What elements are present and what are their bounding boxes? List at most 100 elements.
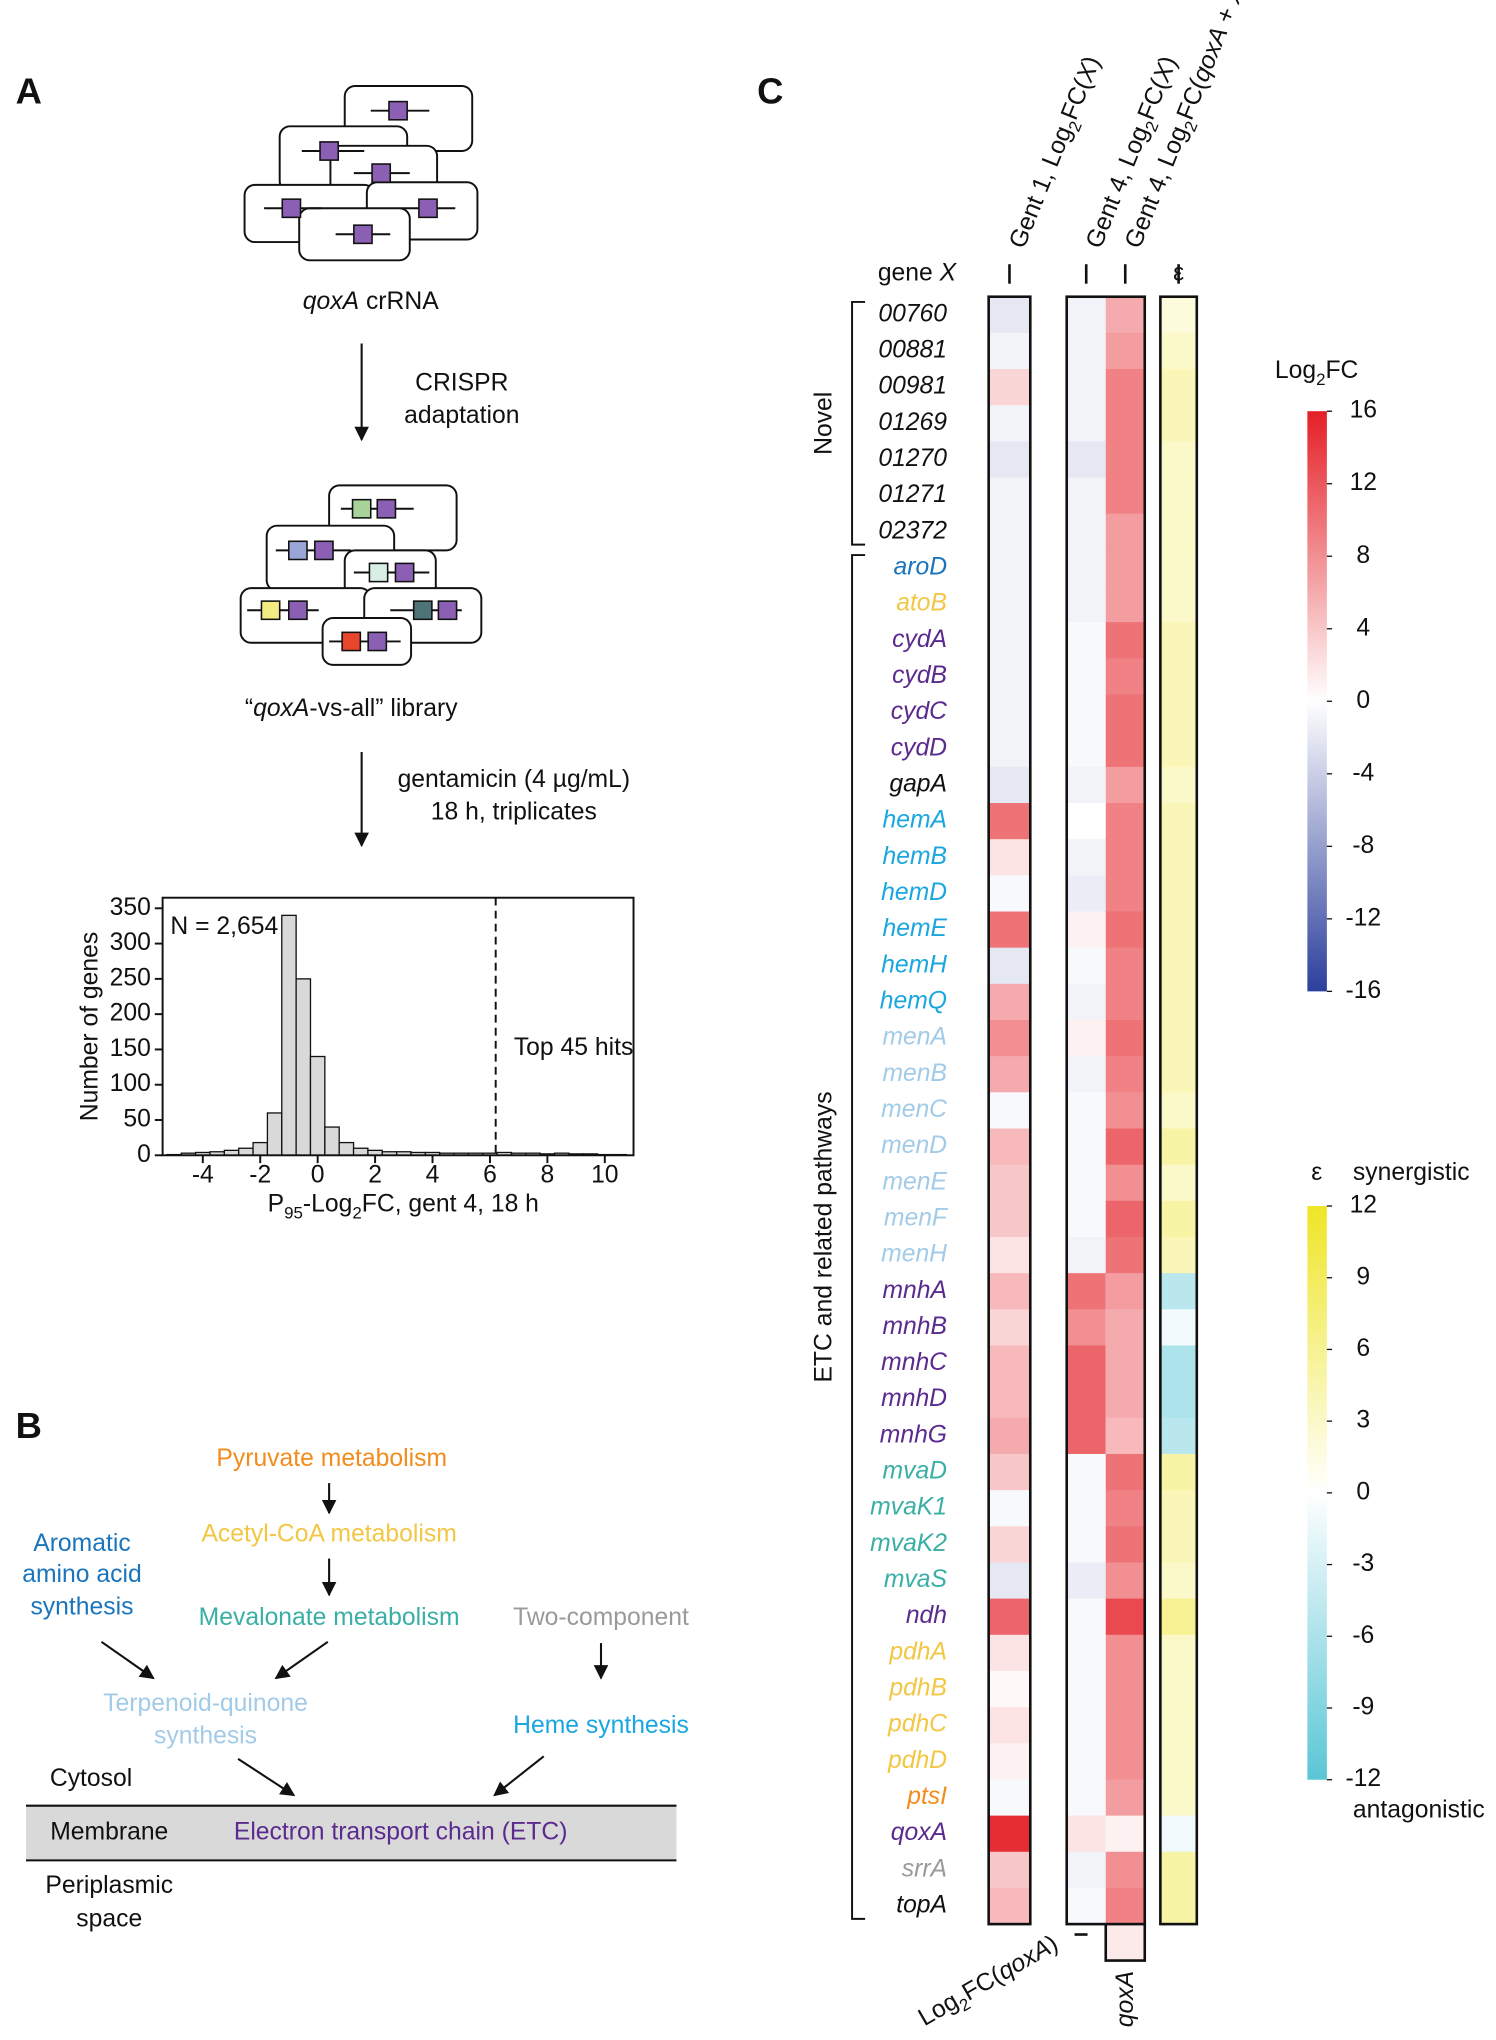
heat-cell xyxy=(1105,513,1145,551)
annotation: N = 2,654 xyxy=(170,913,278,940)
heat-cell xyxy=(1160,1490,1197,1527)
heat-cell xyxy=(1160,1056,1197,1093)
color-tick-label: -4 xyxy=(1352,759,1374,786)
heat-cell xyxy=(1160,1453,1197,1491)
heat-cell xyxy=(1160,1815,1197,1853)
heat-cell xyxy=(1160,803,1197,840)
color-tick-label: -9 xyxy=(1352,1694,1374,1721)
heat-cell xyxy=(1105,1634,1145,1672)
color-tick-label: -12 xyxy=(1345,1765,1381,1792)
row-label: mnhA xyxy=(882,1277,947,1304)
row-label: hemB xyxy=(882,843,947,870)
y-tick-label: 350 xyxy=(110,894,151,921)
color-tick-label: 12 xyxy=(1350,469,1377,496)
heat-cell xyxy=(1105,1490,1145,1527)
x-tick-label: 0 xyxy=(311,1162,325,1189)
heat-cell xyxy=(1066,1887,1106,1925)
heat-cell xyxy=(988,513,1031,551)
heat-cell xyxy=(1066,1345,1106,1383)
pathway-label: Heme synthesis xyxy=(513,1712,689,1739)
heat-cell xyxy=(988,477,1031,515)
row-label: pdhD xyxy=(887,1747,947,1774)
heat-cell xyxy=(1105,1273,1145,1310)
heat-cell xyxy=(988,622,1031,660)
heat-cell xyxy=(1066,1092,1106,1130)
heat-cell xyxy=(1160,1020,1197,1057)
heat-cell xyxy=(1160,947,1197,985)
row-label: mnhC xyxy=(881,1349,947,1376)
heat-cell xyxy=(1066,513,1106,551)
heat-cell xyxy=(1160,1851,1197,1889)
heat-cell xyxy=(1066,1707,1106,1744)
heat-cell xyxy=(988,1815,1031,1853)
x-tick-label: 6 xyxy=(483,1162,497,1189)
bar xyxy=(266,1112,283,1156)
heat-cell xyxy=(988,1092,1031,1130)
row-label: srrA xyxy=(902,1855,947,1882)
heat-cell xyxy=(1105,1092,1145,1130)
color-tick-label: 16 xyxy=(1350,397,1377,424)
heat-cell xyxy=(988,875,1031,913)
column-box xyxy=(1065,295,1147,1926)
heat-cell xyxy=(1105,658,1145,696)
heat-cell xyxy=(1160,332,1197,370)
heat-cell xyxy=(1105,405,1145,443)
heat-cell xyxy=(1160,1887,1197,1925)
heat-cell xyxy=(988,730,1031,768)
heat-cell xyxy=(1105,369,1145,406)
text-part: “ xyxy=(245,695,253,722)
y-tick-label: 0 xyxy=(137,1141,151,1168)
color-tick-label: 0 xyxy=(1356,1478,1370,1505)
compartment-label: space xyxy=(76,1906,142,1933)
heat-cell xyxy=(1105,1128,1145,1166)
heat-cell xyxy=(1160,1526,1197,1564)
row-label: mvaD xyxy=(883,1458,948,1485)
pathway-label: Terpenoid-quinone xyxy=(103,1690,308,1717)
bar xyxy=(238,1147,254,1156)
row-label: 02372 xyxy=(878,517,947,544)
text-part: 2 xyxy=(352,1204,361,1223)
heat-cell xyxy=(1105,911,1145,949)
heat-cell xyxy=(1160,1128,1197,1166)
heat-cell xyxy=(1066,1056,1106,1093)
pathway-label: Acetyl-CoA metabolism xyxy=(201,1521,456,1548)
step-label: “qoxA-vs-all” library xyxy=(245,695,458,722)
heat-cell xyxy=(1066,875,1106,913)
text-part: 95 xyxy=(284,1204,303,1223)
heat-cell xyxy=(1160,911,1197,949)
heat-cell xyxy=(988,1345,1031,1383)
text-part: Log xyxy=(1275,356,1316,383)
row-label: mvaK1 xyxy=(870,1494,947,1521)
text-part: qoxA xyxy=(303,287,359,314)
heat-cell xyxy=(988,947,1031,985)
text-part: ε xyxy=(1173,259,1184,286)
text-part: -Log xyxy=(303,1190,352,1217)
heat-cell xyxy=(1066,477,1106,515)
step-label: CRISPR xyxy=(415,369,508,396)
step-label: 18 h, triplicates xyxy=(431,799,597,826)
heat-cell xyxy=(1160,1707,1197,1744)
heat-cell xyxy=(1160,1743,1197,1781)
heat-cell xyxy=(1105,477,1145,515)
pathway-label: Aromatic xyxy=(33,1530,130,1557)
text-part: Log xyxy=(914,1987,963,2031)
x-axis-label: P95-Log2FC, gent 4, 18 h xyxy=(268,1190,539,1222)
text-part: FC, gent 4, 18 h xyxy=(362,1190,539,1217)
heat-cell xyxy=(1160,766,1197,804)
heat-cell xyxy=(988,1887,1031,1925)
panel-label: B xyxy=(16,1405,42,1446)
heat-cell xyxy=(1105,947,1145,985)
reference-gene: qoxA xyxy=(1112,1971,1139,2027)
y-tick-label: 250 xyxy=(110,964,151,991)
row-label: cydA xyxy=(892,626,947,653)
heat-cell xyxy=(988,1453,1031,1491)
step-label: qoxA crRNA xyxy=(303,287,439,314)
text-part: qoxA xyxy=(253,695,309,722)
pathway-label: Mevalonate metabolism xyxy=(199,1604,460,1631)
color-tick-label: 8 xyxy=(1356,542,1370,569)
heat-cell xyxy=(1105,296,1145,334)
heat-cell xyxy=(1066,1381,1106,1419)
text-part: Gent 1, Log xyxy=(1004,122,1077,252)
step-label: adaptation xyxy=(404,402,519,429)
